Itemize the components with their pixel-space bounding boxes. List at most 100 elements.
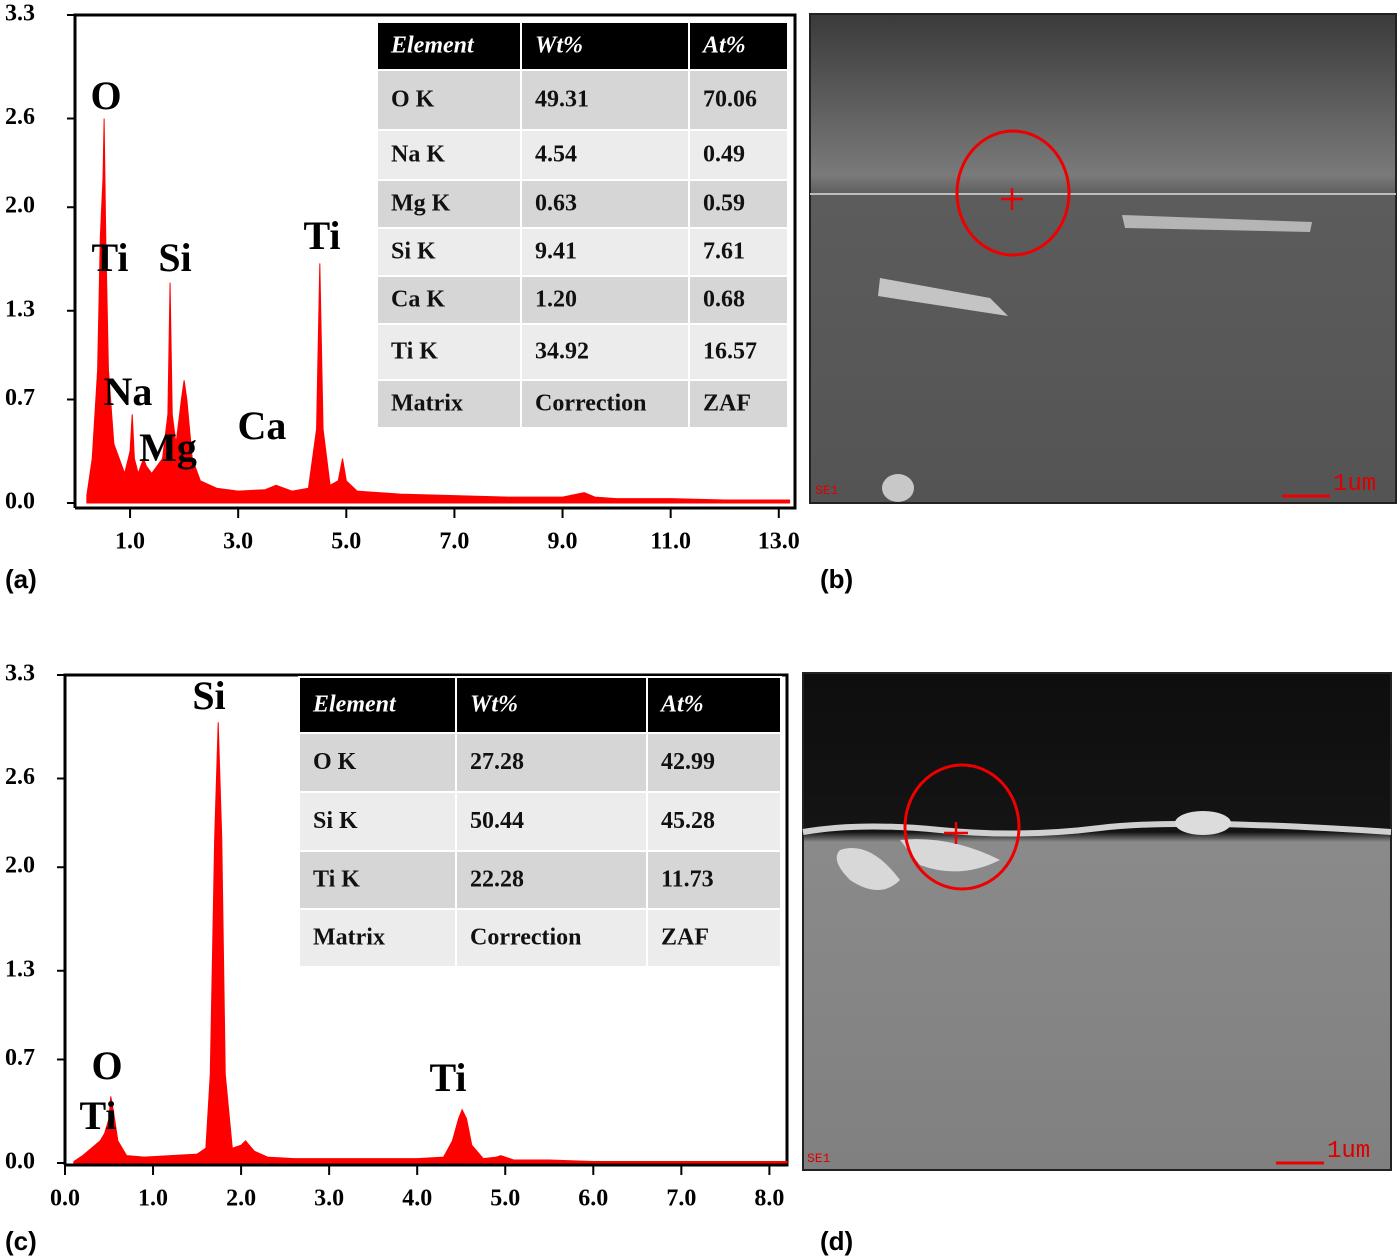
- x-tick-label: 1.0: [138, 1186, 168, 1212]
- table-cell-text: 0.63: [535, 191, 577, 217]
- table-cell-text: Correction: [470, 925, 582, 951]
- x-tick-label: 9.0: [548, 529, 578, 555]
- y-tick-label: 0.0: [5, 489, 35, 515]
- table-cell-text: Mg K: [391, 191, 451, 217]
- peak-label: Si: [192, 673, 225, 718]
- table-cell: [455, 791, 648, 852]
- table-cell-text: 22.28: [470, 867, 524, 893]
- table-cell-text: 11.73: [661, 867, 714, 893]
- table-cell: [298, 908, 457, 968]
- x-tick-label: 7.0: [666, 1186, 696, 1212]
- x-tick-label: 13.0: [758, 529, 800, 555]
- table-cell: [376, 69, 522, 131]
- table-cell: [646, 676, 782, 734]
- table-cell: [688, 21, 789, 71]
- table-cell: [688, 227, 789, 277]
- y-tick-label: 1.3: [5, 296, 35, 322]
- table-cell-text: Na K: [391, 142, 445, 168]
- scale-bar-label: 1um: [1333, 471, 1376, 498]
- peak-label: Ti: [429, 1055, 466, 1100]
- table-cell-text: ZAF: [661, 925, 709, 951]
- peak-label: Mg: [139, 425, 197, 470]
- panel-label: (a): [5, 564, 37, 594]
- spectrum: [73, 722, 788, 1164]
- table-header: At%: [659, 692, 704, 718]
- table-cell-text: Matrix: [313, 925, 385, 951]
- table-cell-text: 0.59: [703, 191, 745, 217]
- table-cell: [688, 69, 789, 131]
- peak-label: O: [90, 73, 121, 118]
- peak-label: Ti: [91, 235, 128, 280]
- table-cell-text: Si K: [391, 239, 436, 265]
- y-tick-label: 2.6: [5, 104, 35, 130]
- table-cell: [376, 21, 522, 71]
- x-tick-label: 3.0: [223, 529, 253, 555]
- table-cell: [520, 275, 690, 325]
- peak-label: Ti: [79, 1093, 116, 1138]
- table-cell: [455, 676, 648, 734]
- table-cell-text: Matrix: [391, 391, 463, 417]
- peak-label: Ti: [303, 213, 340, 258]
- x-tick-label: 1.0: [115, 529, 145, 555]
- x-tick-label: 0.0: [50, 1186, 80, 1212]
- x-tick-label: 3.0: [314, 1186, 344, 1212]
- table-cell: [520, 21, 690, 71]
- table-cell: [646, 850, 782, 910]
- table-cell-text: 16.57: [703, 339, 757, 365]
- table-cell: [376, 129, 522, 181]
- table-cell: [376, 179, 522, 229]
- detector-label: SE1: [815, 483, 839, 498]
- table-header: Element: [390, 33, 475, 59]
- table-cell-text: O K: [313, 749, 357, 775]
- panel-label: (d): [820, 1226, 853, 1256]
- peak-label: Si: [158, 235, 191, 280]
- table-cell: [455, 908, 648, 968]
- table-cell-text: 70.06: [703, 87, 757, 113]
- table-cell: [646, 791, 782, 852]
- y-tick-label: 2.6: [5, 764, 35, 790]
- table-cell-text: 49.31: [535, 87, 589, 113]
- sem-image: [809, 13, 1397, 504]
- table-cell: [455, 850, 648, 910]
- table-cell-text: O K: [391, 87, 435, 113]
- x-tick-label: 6.0: [578, 1186, 608, 1212]
- panel-label: (c): [5, 1226, 37, 1256]
- y-tick-label: 3.3: [5, 1, 35, 27]
- table-cell-text: 4.54: [535, 142, 577, 168]
- table-cell: [688, 323, 789, 381]
- table-header: At%: [701, 33, 746, 59]
- y-tick-label: 0.7: [5, 1045, 35, 1071]
- sem-image: [802, 672, 1392, 1171]
- detector-label: SE1: [807, 1151, 831, 1166]
- table-cell-text: 0.68: [703, 287, 745, 313]
- table-cell-text: 9.41: [535, 239, 577, 265]
- peak-label: O: [91, 1043, 122, 1088]
- y-tick-label: 1.3: [5, 956, 35, 982]
- y-tick-label: 0.0: [5, 1149, 35, 1175]
- table-cell: [520, 379, 690, 429]
- peak-label: Na: [104, 369, 153, 414]
- x-tick-label: 8.0: [754, 1186, 784, 1212]
- table-cell-text: 1.20: [535, 287, 577, 313]
- table-cell-text: 34.92: [535, 339, 589, 365]
- table-cell-text: 0.49: [703, 142, 745, 168]
- spectrum: [86, 118, 791, 504]
- y-tick-label: 2.0: [5, 853, 35, 879]
- table-cell-text: Correction: [535, 391, 647, 417]
- table-header: Element: [312, 692, 397, 718]
- table-header: Wt%: [535, 33, 583, 59]
- table-cell-text: 27.28: [470, 749, 524, 775]
- table-cell-text: 7.61: [703, 239, 745, 265]
- table-cell: [298, 791, 457, 852]
- table-cell-text: Si K: [313, 808, 358, 834]
- x-tick-label: 5.0: [490, 1186, 520, 1212]
- table-cell: [688, 379, 789, 429]
- scale-bar-label: 1um: [1327, 1138, 1370, 1165]
- axis-frame: [63, 673, 789, 1167]
- table-cell-text: Ca K: [391, 287, 445, 313]
- peak-label: Ca: [238, 403, 287, 448]
- x-tick-label: 2.0: [226, 1186, 256, 1212]
- axis-frame: [73, 13, 797, 510]
- table-cell: [646, 908, 782, 968]
